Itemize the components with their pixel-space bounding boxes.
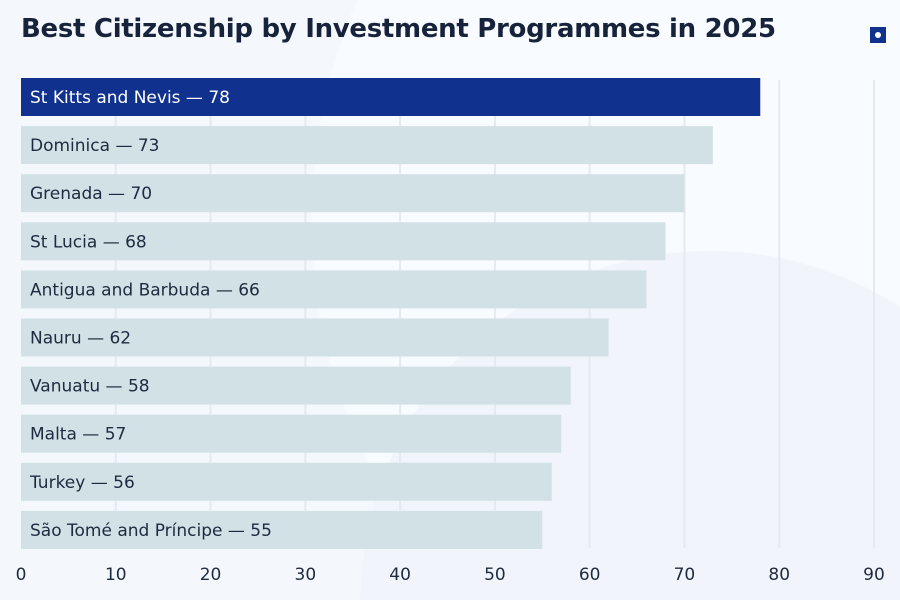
x-tick-label: 20 <box>200 565 222 585</box>
bar-label: St Kitts and Nevis — 78 <box>30 88 230 108</box>
bar-label: St Lucia — 68 <box>30 232 147 252</box>
x-tick-label: 50 <box>484 565 506 585</box>
bar[interactable] <box>21 510 543 549</box>
x-tick-label: 40 <box>389 565 411 585</box>
bar[interactable] <box>21 366 571 405</box>
bar[interactable] <box>21 222 666 261</box>
bar-label: Turkey — 56 <box>29 473 135 493</box>
x-tick-label: 60 <box>579 565 601 585</box>
bar[interactable] <box>21 174 685 213</box>
bar-label: Grenada — 70 <box>30 184 152 204</box>
x-tick-label: 90 <box>863 565 885 585</box>
x-tick-label: 0 <box>16 565 27 585</box>
bar[interactable] <box>21 318 609 357</box>
bar[interactable] <box>21 414 562 453</box>
bar-label: São Tomé and Príncipe — 55 <box>30 521 272 541</box>
bar[interactable] <box>21 270 647 309</box>
x-tick-label: 80 <box>768 565 790 585</box>
bar-label: Malta — 57 <box>30 425 126 445</box>
bar-label: Dominica — 73 <box>30 136 159 156</box>
square-dot-icon[interactable] <box>870 27 886 43</box>
x-tick-label: 30 <box>295 565 317 585</box>
bar[interactable] <box>21 126 713 165</box>
x-tick-label: 70 <box>674 565 696 585</box>
bar-label: Vanuatu — 58 <box>30 377 150 397</box>
bar[interactable] <box>21 462 552 501</box>
bar[interactable] <box>21 78 761 116</box>
chart-title: Best Citizenship by Investment Programme… <box>21 14 776 44</box>
bar-label: Nauru — 62 <box>30 329 131 349</box>
bar-label: Antigua and Barbuda — 66 <box>30 280 260 300</box>
x-tick-label: 10 <box>105 565 127 585</box>
